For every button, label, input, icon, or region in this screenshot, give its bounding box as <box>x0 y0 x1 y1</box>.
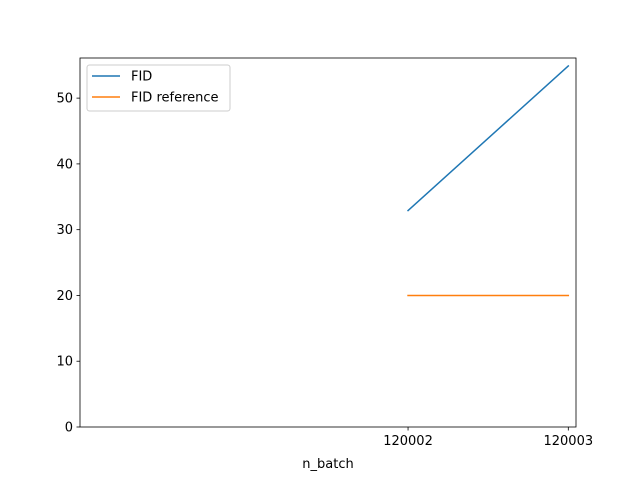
y-tick-label: 50 <box>56 92 73 107</box>
series-line-0 <box>406 64 570 212</box>
axes-layer: 0 10 20 30 40 50 120002 120003 <box>56 57 593 449</box>
x-tick-label: 120002 <box>383 434 433 449</box>
y-tick-label: 20 <box>56 289 73 304</box>
legend-box <box>86 64 231 112</box>
legend: FID FID reference <box>86 64 231 112</box>
y-tick-label: 10 <box>56 355 73 370</box>
axes-frame <box>79 57 577 428</box>
y-tick-label: 0 <box>65 421 73 436</box>
y-tick-label: 40 <box>56 157 73 172</box>
series-layer <box>406 64 570 297</box>
y-tick-label: 30 <box>56 223 73 238</box>
x-axis-label: n_batch <box>302 457 353 472</box>
x-tick-label: 120003 <box>543 434 593 449</box>
legend-label-1: FID reference <box>131 91 219 106</box>
legend-label-0: FID <box>131 70 152 85</box>
